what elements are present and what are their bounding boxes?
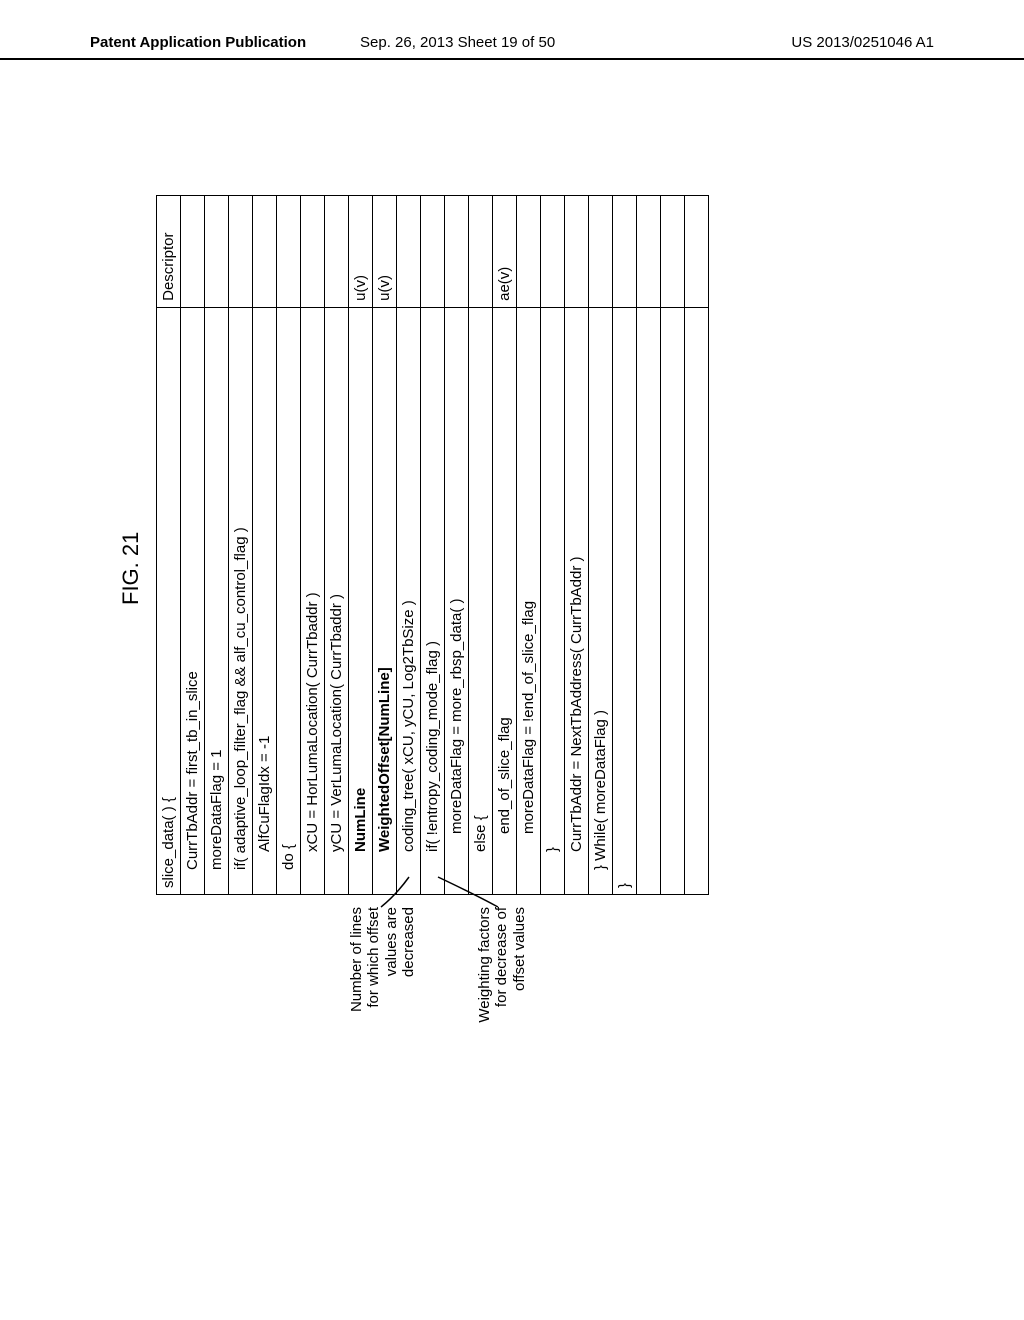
page-header: Patent Application Publication Sep. 26, … (0, 32, 1024, 60)
descriptor-cell (301, 196, 325, 308)
descriptor-cell: u(v) (373, 196, 397, 308)
syntax-cell: do { (277, 307, 301, 894)
descriptor-cell (229, 196, 253, 308)
table-row: CurrTbAddr = first_tb_in_slice (181, 196, 205, 895)
descriptor-cell (685, 196, 709, 308)
descriptor-cell (517, 196, 541, 308)
figure-title: FIG. 21 (118, 532, 144, 605)
syntax-cell: } (541, 307, 565, 894)
header-left: Patent Application Publication (90, 34, 306, 51)
descriptor-cell (325, 196, 349, 308)
syntax-cell: CurrTbAddr = NextTbAddress( CurrTbAddr ) (565, 307, 589, 894)
descriptor-cell (661, 196, 685, 308)
syntax-cell: yCU = VerLumaLocation( CurrTbaddr ) (325, 307, 349, 894)
syntax-table: slice_data( ) { Descriptor CurrTbAddr = … (156, 195, 709, 895)
descriptor-cell (589, 196, 613, 308)
descriptor-header: Descriptor (157, 196, 181, 308)
table-row: yCU = VerLumaLocation( CurrTbaddr ) (325, 196, 349, 895)
descriptor-cell (277, 196, 301, 308)
table-row: WeightedOffset[NumLine]u(v) (373, 196, 397, 895)
syntax-cell: } While( moreDataFlag ) (589, 307, 613, 894)
syntax-cell: if( !entropy_coding_mode_flag ) (421, 307, 445, 894)
table-row: coding_tree( xCU, yCU, Log2TbSize ) (397, 196, 421, 895)
table-row: } (613, 196, 637, 895)
syntax-cell: WeightedOffset[NumLine] (373, 307, 397, 894)
syntax-cell (685, 307, 709, 894)
syntax-cell: moreDataFlag = more_rbsp_data( ) (445, 307, 469, 894)
syntax-cell: CurrTbAddr = first_tb_in_slice (181, 307, 205, 894)
annotation-numlines: Number of lines for which offset values … (348, 907, 417, 1075)
table-row (661, 196, 685, 895)
table-row (685, 196, 709, 895)
syntax-cell: } (613, 307, 637, 894)
syntax-cell: xCU = HorLumaLocation( CurrTbaddr ) (301, 307, 325, 894)
syntax-cell: moreDataFlag = !end_of_slice_flag (517, 307, 541, 894)
figure-content: FIG. 21 Number of lines for which offset… (156, 175, 709, 1095)
table-row (637, 196, 661, 895)
table-header-row: slice_data( ) { Descriptor (157, 196, 181, 895)
table-row: moreDataFlag = 1 (205, 196, 229, 895)
table-row: } While( moreDataFlag ) (589, 196, 613, 895)
syntax-cell: moreDataFlag = 1 (205, 307, 229, 894)
descriptor-cell (637, 196, 661, 308)
syntax-cell (637, 307, 661, 894)
syntax-cell: coding_tree( xCU, yCU, Log2TbSize ) (397, 307, 421, 894)
header-right: US 2013/0251046 A1 (791, 34, 934, 51)
table-row: moreDataFlag = !end_of_slice_flag (517, 196, 541, 895)
syntax-cell (661, 307, 685, 894)
table-row: else { (469, 196, 493, 895)
descriptor-cell (397, 196, 421, 308)
descriptor-cell (205, 196, 229, 308)
syntax-cell: else { (469, 307, 493, 894)
syntax-header: slice_data( ) { (157, 307, 181, 894)
descriptor-cell (181, 196, 205, 308)
syntax-cell: end_of_slice_flag (493, 307, 517, 894)
descriptor-cell (541, 196, 565, 308)
table-row: do { (277, 196, 301, 895)
table-row: if( !entropy_coding_mode_flag ) (421, 196, 445, 895)
annotation-weighting: Weighting factors for decrease of offset… (476, 907, 528, 1075)
table-row: AlfCuFlagIdx = -1 (253, 196, 277, 895)
descriptor-cell (613, 196, 637, 308)
table-row: end_of_slice_flagae(v) (493, 196, 517, 895)
descriptor-cell (421, 196, 445, 308)
descriptor-cell: ae(v) (493, 196, 517, 308)
table-row: NumLineu(v) (349, 196, 373, 895)
descriptor-cell (469, 196, 493, 308)
table-row: xCU = HorLumaLocation( CurrTbaddr ) (301, 196, 325, 895)
descriptor-cell (445, 196, 469, 308)
table-row: if( adaptive_loop_filter_flag && alf_cu_… (229, 196, 253, 895)
syntax-cell: if( adaptive_loop_filter_flag && alf_cu_… (229, 307, 253, 894)
table-row: } (541, 196, 565, 895)
table-row: CurrTbAddr = NextTbAddress( CurrTbAddr ) (565, 196, 589, 895)
syntax-cell: NumLine (349, 307, 373, 894)
descriptor-cell: u(v) (349, 196, 373, 308)
header-center: Sep. 26, 2013 Sheet 19 of 50 (360, 34, 555, 51)
syntax-cell: AlfCuFlagIdx = -1 (253, 307, 277, 894)
descriptor-cell (565, 196, 589, 308)
table-row: moreDataFlag = more_rbsp_data( ) (445, 196, 469, 895)
descriptor-cell (253, 196, 277, 308)
